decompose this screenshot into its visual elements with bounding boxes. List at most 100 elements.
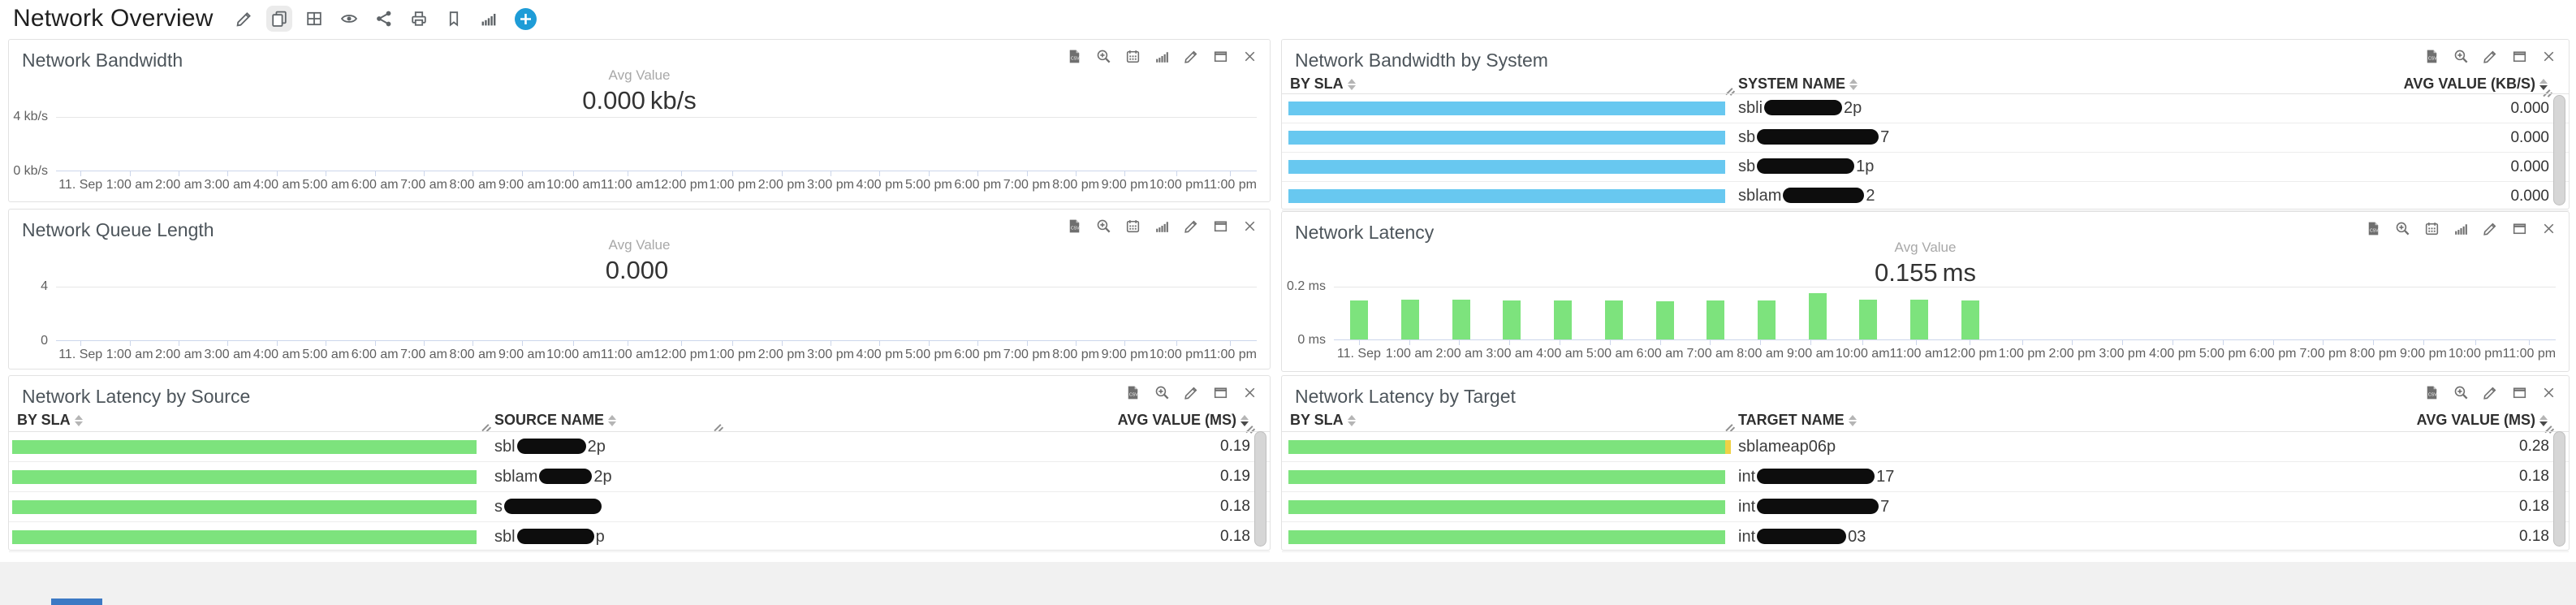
chart-plot[interactable]: 4 0 11. Sep 1:00 am 2:00 am 3:00 am 4:00 am 5…: [41, 279, 1257, 361]
y-axis-max-label: 4 kb/s: [13, 110, 48, 123]
table-row[interactable]: sb 7 0.000: [1282, 123, 2569, 153]
maximize-icon[interactable]: [1212, 48, 1229, 65]
panel-network-bandwidth-by-system: Network Bandwidth by System CSV BY SLA S…: [1281, 39, 2570, 211]
export-csv-icon[interactable]: CSV: [2365, 220, 2382, 237]
table-row[interactable]: s 0.18: [9, 492, 1270, 522]
close-icon[interactable]: [2540, 220, 2557, 237]
zoom-in-icon[interactable]: [2453, 48, 2470, 65]
edit-icon[interactable]: [1183, 48, 1200, 65]
chart-plot[interactable]: 4 kb/s 0 kb/s 11. Sep 1:00 am 2:00 am 3:00 …: [13, 110, 1257, 192]
edit-icon[interactable]: [2482, 48, 2499, 65]
print-icon[interactable]: [409, 9, 429, 28]
latency-bar[interactable]: [1452, 299, 1470, 340]
maximize-icon[interactable]: [2511, 220, 2528, 237]
time-range-icon[interactable]: [1124, 218, 1141, 235]
zoom-in-icon[interactable]: [2394, 220, 2411, 237]
latency-bar[interactable]: [1757, 300, 1776, 340]
chart-plot[interactable]: 0.2 ms 0 ms 11. Sep 1:00 am 2:00 am 3:00 am…: [1287, 279, 2556, 361]
time-range-icon[interactable]: [1124, 48, 1141, 65]
latency-bar[interactable]: [1655, 300, 1674, 340]
row-name: sb 1p: [1738, 158, 1875, 175]
duplicate-icon[interactable]: [269, 9, 289, 28]
bookmark-icon[interactable]: [444, 9, 464, 28]
column-header-by-sla[interactable]: BY SLA: [17, 412, 83, 429]
zoom-in-icon[interactable]: [1095, 48, 1112, 65]
chart-type-icon[interactable]: [1154, 218, 1171, 235]
column-header-avg-value[interactable]: AVG VALUE (KB/S): [2404, 76, 2548, 93]
sla-bar: [12, 530, 477, 544]
table-row[interactable]: sbl 2p 0.19: [9, 431, 1270, 462]
latency-bar[interactable]: [1961, 300, 1979, 340]
edit-icon[interactable]: [235, 9, 254, 28]
latency-bar[interactable]: [1910, 300, 1929, 340]
latency-bar[interactable]: [1707, 300, 1725, 340]
latency-bar[interactable]: [1401, 299, 1420, 340]
gridline: [56, 117, 1257, 118]
latency-bar[interactable]: [1808, 292, 1827, 340]
page-title: Network Overview: [13, 5, 214, 32]
table-row[interactable]: sb 1p 0.000: [1282, 153, 2569, 182]
latency-bar[interactable]: [1859, 300, 1878, 340]
chart-bars-icon[interactable]: [479, 9, 498, 28]
edit-icon[interactable]: [1183, 218, 1200, 235]
latency-bar[interactable]: [1554, 300, 1573, 340]
sla-bar: [1288, 102, 1725, 115]
close-icon[interactable]: [1241, 218, 1258, 235]
time-range-icon[interactable]: [2423, 220, 2440, 237]
table-scrollbar[interactable]: [2553, 431, 2565, 547]
x-axis-label: 10:00 am: [546, 171, 601, 192]
close-icon[interactable]: [2540, 48, 2557, 65]
export-csv-icon[interactable]: CSV: [2423, 384, 2440, 401]
maximize-icon[interactable]: [2511, 384, 2528, 401]
bar-slot: [2148, 287, 2199, 340]
close-icon[interactable]: [1241, 48, 1258, 65]
row-value: 0.18: [2519, 498, 2549, 515]
maximize-icon[interactable]: [2511, 48, 2528, 65]
latency-bar[interactable]: [1503, 300, 1521, 340]
sla-bar: [12, 470, 477, 484]
edit-icon[interactable]: [1183, 384, 1200, 401]
edit-icon[interactable]: [2482, 384, 2499, 401]
add-widget-icon[interactable]: [514, 7, 537, 31]
maximize-icon[interactable]: [1212, 218, 1229, 235]
table-scrollbar[interactable]: [2553, 95, 2565, 205]
x-axis-label: 10:00 am: [546, 341, 601, 361]
zoom-in-icon[interactable]: [1095, 218, 1112, 235]
column-header-avg-value[interactable]: AVG VALUE (MS): [1118, 412, 1249, 429]
layout-icon[interactable]: [304, 9, 324, 28]
column-header-by-sla[interactable]: BY SLA: [1290, 412, 1356, 429]
preview-icon[interactable]: [339, 9, 359, 28]
table-scrollbar[interactable]: [1254, 431, 1266, 547]
column-header-target-name[interactable]: TARGET NAME: [1738, 412, 1857, 429]
table-row[interactable]: int 7 0.18: [1282, 492, 2569, 522]
table-row[interactable]: sbl p 0.18: [9, 522, 1270, 552]
zoom-in-icon[interactable]: [2453, 384, 2470, 401]
share-icon[interactable]: [374, 9, 394, 28]
column-header-system-name[interactable]: SYSTEM NAME: [1738, 76, 1858, 93]
zoom-in-icon[interactable]: [1154, 384, 1171, 401]
maximize-icon[interactable]: [1212, 384, 1229, 401]
table-row[interactable]: int 17 0.18: [1282, 462, 2569, 492]
latency-bar[interactable]: [1350, 300, 1369, 340]
table-row[interactable]: sblam 2p 0.19: [9, 462, 1270, 492]
table-row[interactable]: sblameap06p 0.28: [1282, 431, 2569, 462]
export-csv-icon[interactable]: CSV: [1124, 384, 1141, 401]
table-row[interactable]: int 03 0.18: [1282, 522, 2569, 552]
table-row[interactable]: sbli 2p 0.000: [1282, 93, 2569, 123]
table-row[interactable]: sblam 2 0.000: [1282, 182, 2569, 211]
column-header-source-name[interactable]: SOURCE NAME: [494, 412, 617, 429]
close-icon[interactable]: [1241, 384, 1258, 401]
export-csv-icon[interactable]: CSV: [2423, 48, 2440, 65]
chart-type-icon[interactable]: [1154, 48, 1171, 65]
edit-icon[interactable]: [2482, 220, 2499, 237]
bar-slot: [1792, 287, 1843, 340]
chart-type-icon[interactable]: [2453, 220, 2470, 237]
redaction-blob: [1783, 187, 1865, 203]
bar-slot: [2301, 287, 2352, 340]
column-header-by-sla[interactable]: BY SLA: [1290, 76, 1356, 93]
latency-bar[interactable]: [1604, 300, 1623, 340]
export-csv-icon[interactable]: CSV: [1066, 218, 1083, 235]
export-csv-icon[interactable]: CSV: [1066, 48, 1083, 65]
close-icon[interactable]: [2540, 384, 2557, 401]
column-header-avg-value[interactable]: AVG VALUE (MS): [2417, 412, 2548, 429]
